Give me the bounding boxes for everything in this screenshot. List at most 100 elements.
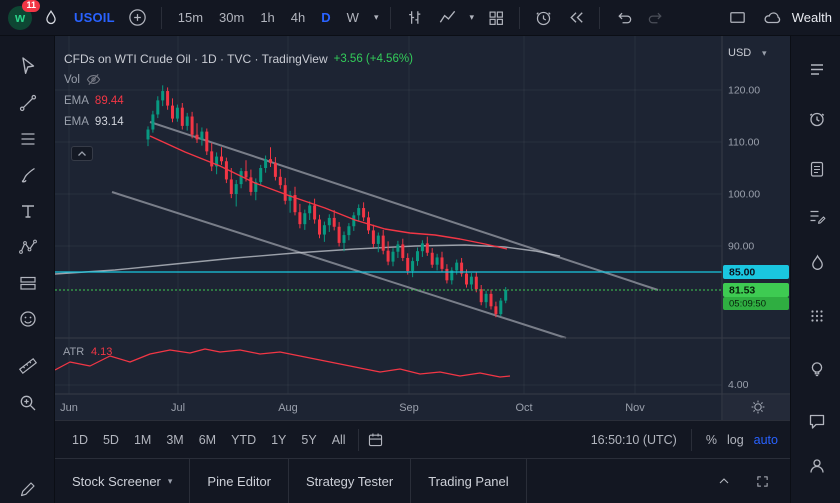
toolbar-separator [160,6,162,29]
svg-text:81.53: 81.53 [729,285,755,297]
edit-pencil-icon[interactable] [15,476,41,502]
svg-text:110.00: 110.00 [728,137,759,149]
measure-tool[interactable] [15,353,41,379]
cloud-icon[interactable] [758,4,786,32]
layout-grid-icon[interactable] [482,4,510,32]
timeframe-4h[interactable]: 4h [290,10,306,25]
svg-text:Sep: Sep [399,402,419,414]
chart-svg[interactable]: ATR 4.13 4.00 USD ▾ 120.00 110.00 100.00 90.00 85… [55,36,790,420]
alert-clock-icon[interactable] [529,4,557,32]
range-6m[interactable]: 6M [198,432,217,447]
percent-scale-button[interactable]: % [705,432,717,447]
alerts-icon[interactable] [804,106,830,132]
tab-label: Pine Editor [207,473,271,489]
log-scale-button[interactable]: log [726,432,744,447]
replay-icon[interactable] [562,4,590,32]
fullscreen-icon[interactable] [724,4,752,32]
svg-text:4.00: 4.00 [728,379,749,391]
legend-title-row[interactable]: CFDs on WTI Crude Oil · 1D · TVC · Tradi… [64,48,413,69]
chart-legend: CFDs on WTI Crude Oil · 1D · TVC · Tradi… [64,48,413,132]
range-5y[interactable]: 5Y [301,432,317,447]
cloud-account-label[interactable]: Wealth [791,10,832,25]
range-3m[interactable]: 3M [166,432,184,447]
chart-title: CFDs on WTI Crude Oil · 1D · TVC · Tradi… [64,51,328,66]
ideas-icon[interactable] [804,356,830,382]
range-5d[interactable]: 5D [102,432,119,447]
brush-tool[interactable] [15,162,41,188]
chart-area[interactable]: ATR 4.13 4.00 USD ▾ 120.00 110.00 100.00 90.00 85… [55,36,790,420]
redo-icon[interactable] [642,4,670,32]
timeframe-1h[interactable]: 1h [260,10,275,25]
water-drop-icon[interactable] [37,4,65,32]
svg-text:ATR: ATR [63,346,84,358]
timeframe-30m[interactable]: 30m [219,10,245,25]
undo-icon[interactable] [609,4,637,32]
right-sidebar [790,36,840,503]
ema-slow-label: EMA [64,115,89,128]
trendline-tool[interactable] [15,90,41,116]
pattern-tool[interactable] [15,234,41,260]
hotlists-icon[interactable] [804,250,830,276]
legend-volume-row[interactable]: Vol [64,69,413,90]
tab-label: Trading Panel [428,473,509,489]
watchlist-icon[interactable] [804,56,830,82]
auto-scale-button[interactable]: auto [753,432,778,447]
fib-tool[interactable] [15,126,41,152]
symbol-name[interactable]: USOIL [74,10,115,25]
timeframe-15m[interactable]: 15m [177,10,204,25]
range-1m[interactable]: 1M [133,432,152,447]
bottom-range-toolbar: 1D 5D 1M 3M 6M YTD 1Y 5Y All 16:50:10 (UTC) % lo… [55,420,790,458]
panel-maximize-icon[interactable] [750,469,774,493]
chart-style-icon[interactable] [433,4,461,32]
gear-icon[interactable] [751,400,765,414]
clock-utc[interactable]: 16:50:10 (UTC) [590,432,677,447]
app-logo[interactable]: w 11 [8,0,40,30]
news-icon[interactable] [804,156,830,182]
timeframe-w[interactable]: W [346,10,359,25]
range-1d[interactable]: 1D [72,432,88,447]
volume-label: Vol [64,73,80,86]
tab-trading-panel[interactable]: Trading Panel [411,459,527,503]
svg-text:Nov: Nov [625,402,645,414]
svg-text:Oct: Oct [515,402,532,414]
chart-style-chevron-down-icon[interactable]: ▾ [469,12,474,22]
svg-text:Aug: Aug [278,402,298,414]
tab-stock-screener[interactable]: Stock Screener ▾ [55,459,191,503]
legend-ema-slow-row[interactable]: EMA 93.14 [64,111,413,132]
panel-chevron-up-icon[interactable] [712,469,736,493]
timeframe-d[interactable]: D [321,10,331,25]
svg-text:▾: ▾ [762,48,767,58]
indicators-icon[interactable] [400,4,428,32]
range-all[interactable]: All [331,432,346,447]
calendar-icon[interactable] [804,303,830,329]
go-to-date-icon[interactable] [364,428,388,452]
tab-strategy-tester[interactable]: Strategy Tester [289,459,412,503]
emoji-tool[interactable] [15,306,41,332]
toolbar-separator [519,6,520,29]
zoom-tool[interactable] [15,390,41,416]
object-tree-icon[interactable] [804,203,830,229]
cursor-tool[interactable] [15,53,41,79]
svg-text:85.00: 85.00 [729,267,755,279]
legend-ema-fast-row[interactable]: EMA 89.44 [64,90,413,111]
legend-collapse-button[interactable] [71,146,93,161]
range-ytd[interactable]: YTD [231,432,257,447]
bottom-tab-group: Stock Screener ▾ Pine Editor Strategy Teste… [55,459,527,503]
add-symbol-icon[interactable] [124,4,152,32]
community-icon[interactable] [804,453,830,479]
toolbar-separator [690,428,692,451]
svg-text:100.00: 100.00 [728,189,760,201]
bottom-panel-bar: Stock Screener ▾ Pine Editor Strategy Teste… [55,458,790,503]
svg-text:120.00: 120.00 [728,85,760,97]
timeframe-chevron-down-icon[interactable]: ▾ [373,12,379,22]
text-tool[interactable] [15,198,41,224]
tab-pine-editor[interactable]: Pine Editor [190,459,289,503]
eye-slash-icon[interactable] [86,72,101,87]
chat-icon[interactable] [804,408,830,434]
range-1y[interactable]: 1Y [271,432,287,447]
position-tool[interactable] [15,270,41,296]
price-change: +3.56 (+4.56%) [333,52,413,65]
svg-text:4.13: 4.13 [91,346,112,358]
ema-fast-label: EMA [64,94,89,107]
